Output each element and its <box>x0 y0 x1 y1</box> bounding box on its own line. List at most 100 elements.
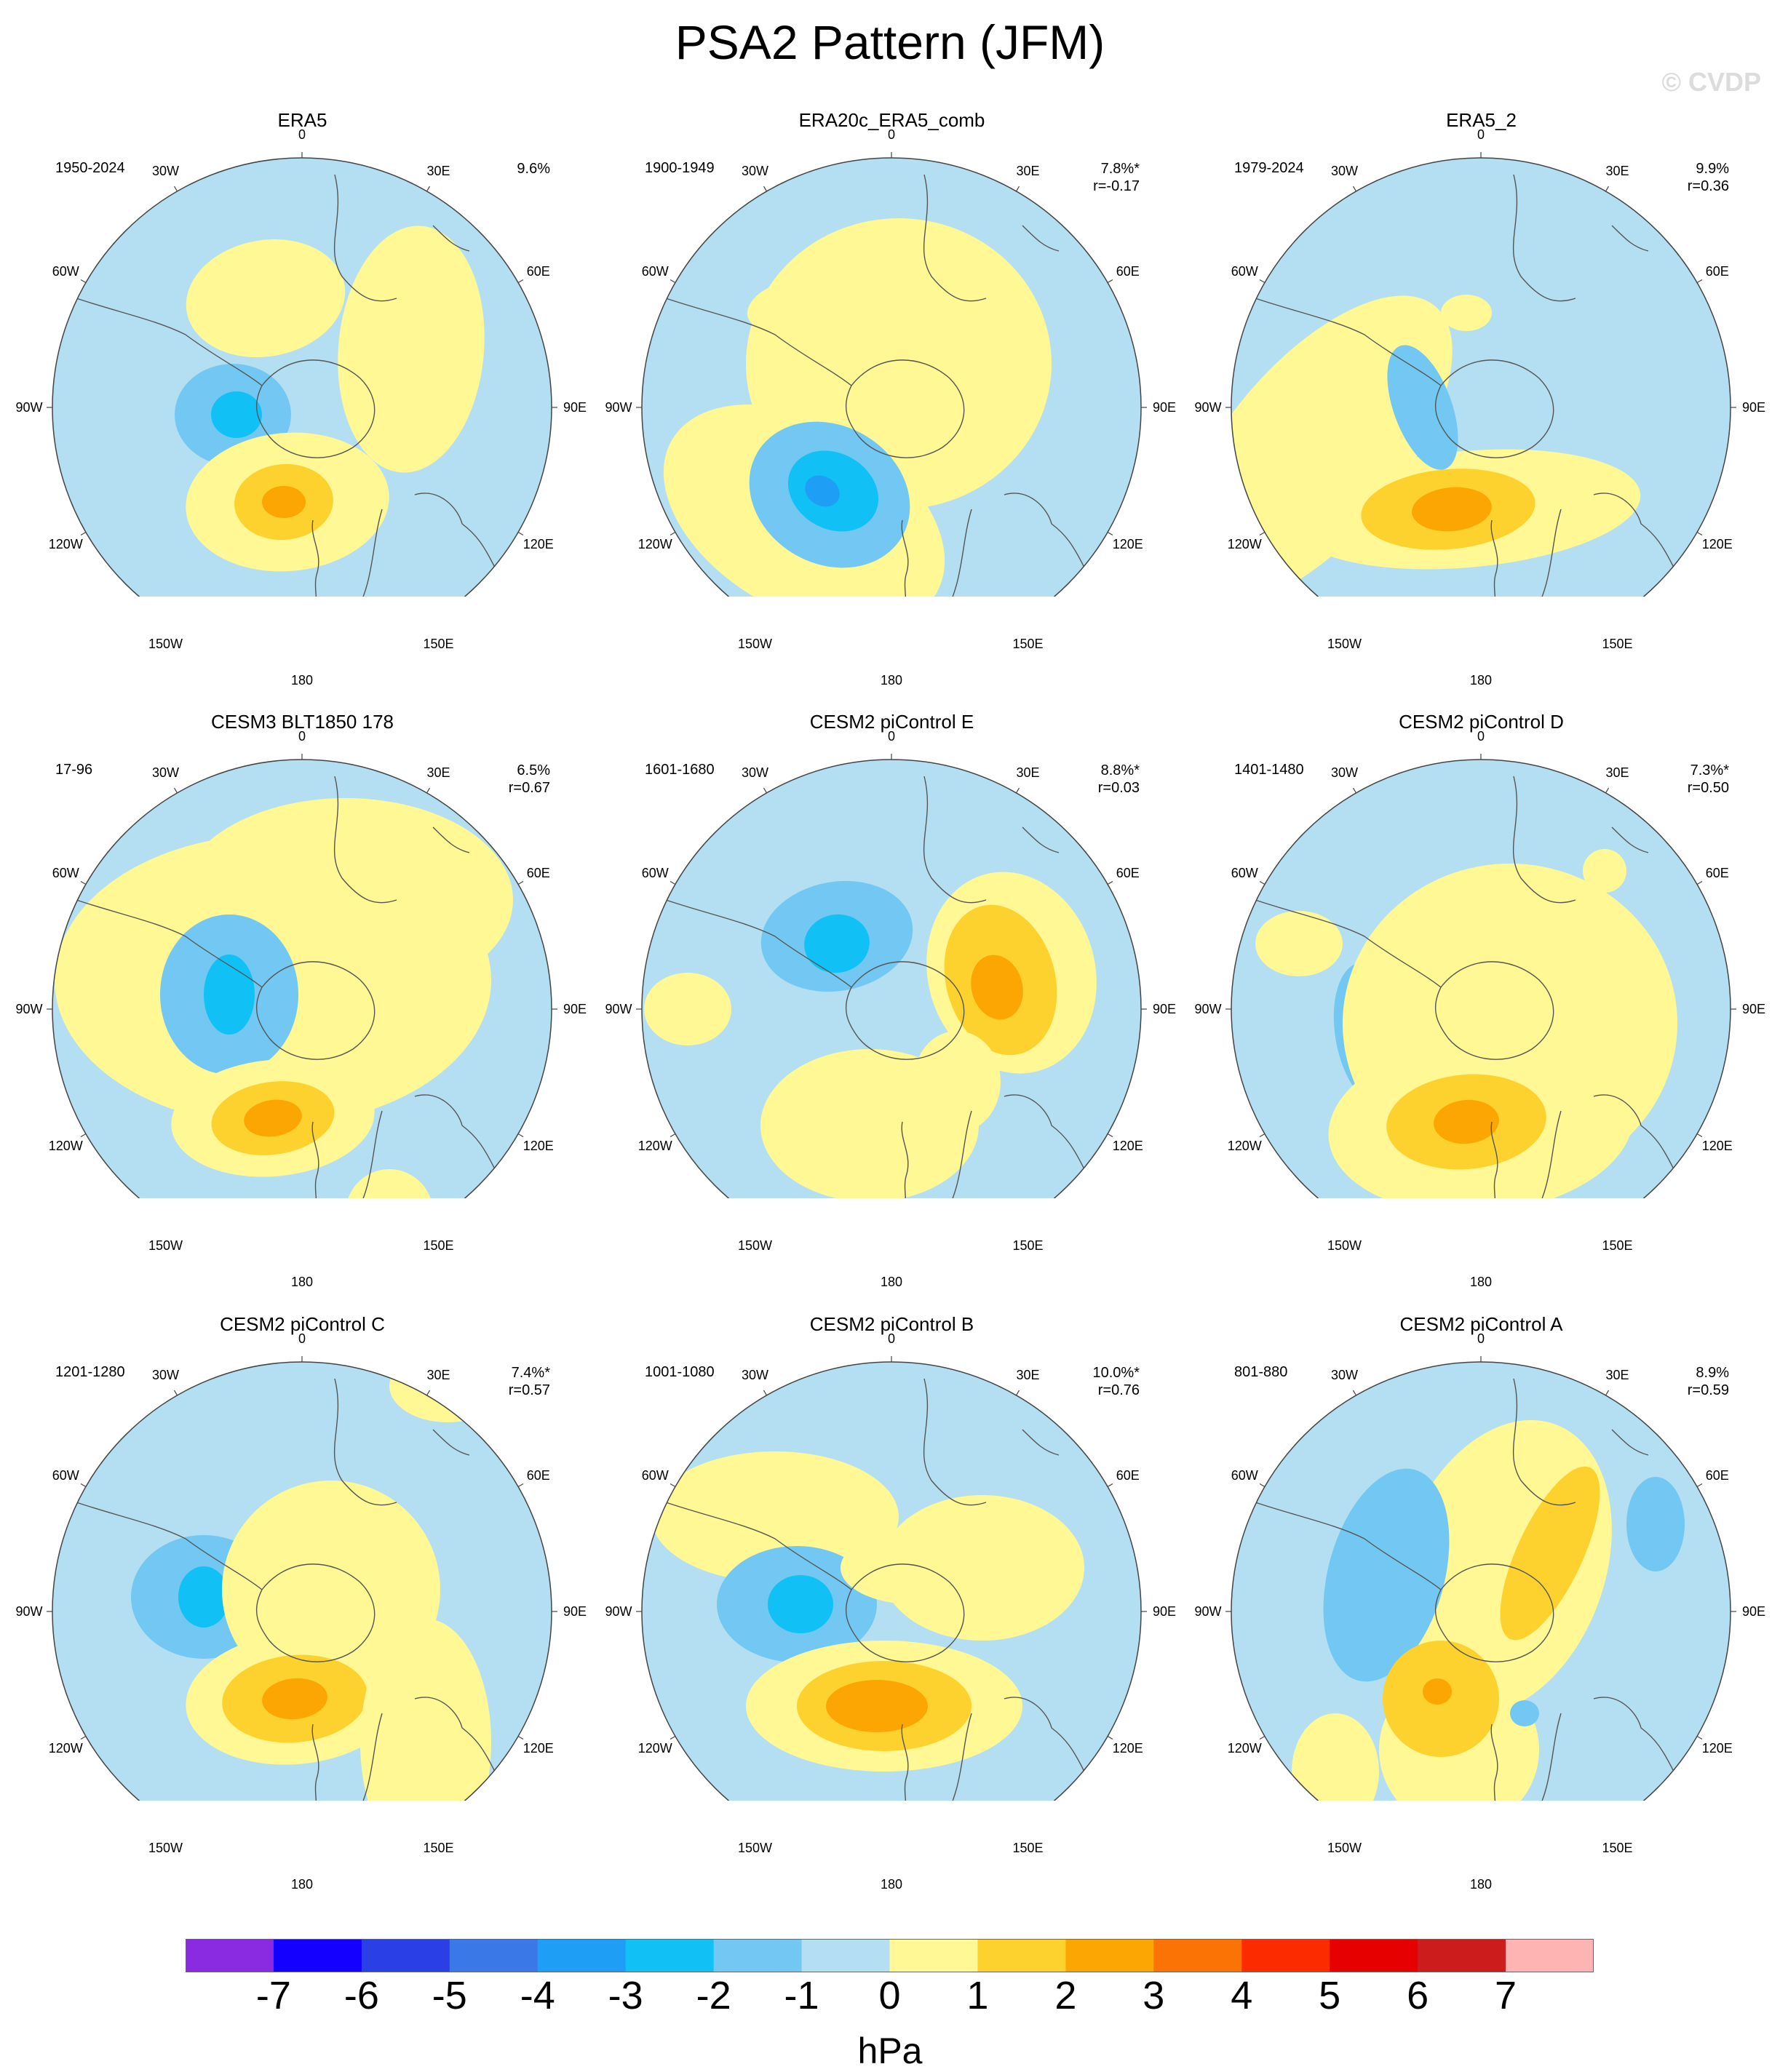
longitude-label: 180 <box>1469 1877 1493 1892</box>
longitude-tick <box>670 1483 676 1488</box>
pattern-correlation: r=0.59 <box>1687 1382 1729 1398</box>
panel-title: ERA5_2 <box>1446 109 1517 131</box>
coastline <box>432 826 470 853</box>
longitude-label: 90E <box>1741 1604 1766 1619</box>
longitude-label: 0 <box>887 127 895 142</box>
longitude-tick <box>1605 1390 1610 1396</box>
longitude-label: 120E <box>1112 1740 1143 1756</box>
colorbar-segment <box>361 1939 450 1972</box>
explained-variance: 8.9% <box>1696 1365 1729 1381</box>
longitude-label: 150E <box>423 1840 454 1855</box>
anomaly-contour <box>913 1031 1001 1133</box>
longitude-label: 30E <box>1605 765 1629 781</box>
panel-title: CESM2 piControl D <box>1399 711 1564 733</box>
longitude-label: 0 <box>298 729 306 744</box>
coastline <box>1593 493 1674 568</box>
coastline <box>311 1724 319 1801</box>
longitude-tick <box>80 1483 87 1488</box>
longitude-tick <box>1107 279 1113 284</box>
explained-variance: 9.6% <box>517 161 550 177</box>
longitude-label: 30E <box>426 164 450 179</box>
longitude-label: 60W <box>1231 1467 1258 1483</box>
polar-map <box>47 1356 557 1801</box>
anomaly-contour <box>1510 1700 1539 1726</box>
colorbar-tick-label: -3 <box>608 1974 643 2017</box>
colorbar-tick-label: -7 <box>255 1974 291 2017</box>
longitude-tick <box>1259 1133 1266 1138</box>
longitude-tick <box>670 279 676 284</box>
anomaly-contour <box>826 1680 928 1732</box>
longitude-label: 30W <box>151 1368 179 1383</box>
colorbar-tick-label: -1 <box>784 1974 819 2017</box>
anomaly-contour <box>211 391 262 438</box>
anomaly-contour <box>262 486 306 518</box>
longitude-label: 90W <box>15 400 43 415</box>
longitude-label: 120E <box>1701 1138 1733 1153</box>
explained-variance: 8.8%* <box>1100 762 1140 778</box>
longitude-label: 0 <box>887 729 895 744</box>
longitude-label: 120E <box>1701 536 1733 551</box>
coastline <box>665 1502 852 1590</box>
longitude-label: 180 <box>1469 673 1493 688</box>
longitude-label: 30E <box>426 765 450 781</box>
longitude-label: 30W <box>1330 765 1358 781</box>
longitude-label: 60W <box>641 263 669 279</box>
anomaly-contour <box>804 914 870 973</box>
longitude-label: 0 <box>887 1331 895 1346</box>
coastline <box>942 1713 972 1801</box>
anomaly-contour <box>1500 1466 1600 1641</box>
longitude-label: 90W <box>1194 1604 1222 1619</box>
panel-title: CESM2 piControl E <box>809 711 974 733</box>
polar-map <box>1225 1356 1736 1801</box>
longitude-label: 120W <box>1227 536 1262 551</box>
pattern-correlation: r=0.76 <box>1097 1382 1140 1398</box>
longitude-tick <box>670 1133 676 1138</box>
longitude-label: 30W <box>1330 1368 1358 1383</box>
longitude-tick <box>763 1390 768 1396</box>
panel-stats: 6.5% r=0.67 <box>472 762 550 797</box>
longitude-label: 0 <box>298 1331 306 1346</box>
polar-map <box>47 152 557 597</box>
colorbar-segment <box>1153 1939 1242 1972</box>
coastline <box>901 1724 909 1801</box>
coastline <box>432 1429 470 1456</box>
longitude-tick <box>517 279 524 284</box>
longitude-label: 60W <box>1231 263 1258 279</box>
longitude-tick <box>670 531 676 536</box>
longitude-label: 60E <box>1116 263 1140 279</box>
longitude-label: 180 <box>1469 1275 1493 1289</box>
colorbar-tick-label: 5 <box>1319 1974 1341 2017</box>
longitude-label: 180 <box>290 1275 314 1289</box>
longitude-label: 180 <box>290 673 314 688</box>
coastline <box>414 1094 496 1170</box>
longitude-label: 90E <box>1741 400 1766 415</box>
longitude-label: 120W <box>48 1138 83 1153</box>
longitude-tick <box>1259 279 1266 284</box>
longitude-label: 180 <box>290 1877 314 1892</box>
coastline <box>333 174 397 302</box>
anomaly-contour <box>651 1451 899 1582</box>
longitude-tick <box>80 531 87 536</box>
longitude-tick <box>1015 186 1020 192</box>
longitude-label: 60W <box>52 263 79 279</box>
longitude-label: 90E <box>563 400 587 415</box>
coastline <box>432 225 470 252</box>
anomaly-contour <box>1434 1099 1499 1144</box>
coastline <box>1490 1724 1498 1801</box>
coastline <box>923 174 987 302</box>
coastline <box>1490 1121 1498 1198</box>
coastline <box>1512 174 1576 302</box>
panel-stats: 7.3%* r=0.50 <box>1650 762 1729 797</box>
longitude-label: 30W <box>741 765 768 781</box>
anomaly-contour <box>644 973 731 1045</box>
map-panel: 0 30E 60E 90E 120E 150E 180 150W 120W 90W 60W 30W CE… <box>6 602 599 1289</box>
coastline <box>1004 1094 1085 1170</box>
longitude-label: 0 <box>1477 729 1485 744</box>
longitude-tick <box>80 880 87 885</box>
longitude-tick <box>1259 880 1266 885</box>
longitude-label: 150W <box>148 1840 183 1855</box>
longitude-label: 60E <box>1116 865 1140 880</box>
longitude-tick <box>1259 531 1266 536</box>
longitude-tick <box>173 186 178 192</box>
coastline <box>76 1502 263 1590</box>
